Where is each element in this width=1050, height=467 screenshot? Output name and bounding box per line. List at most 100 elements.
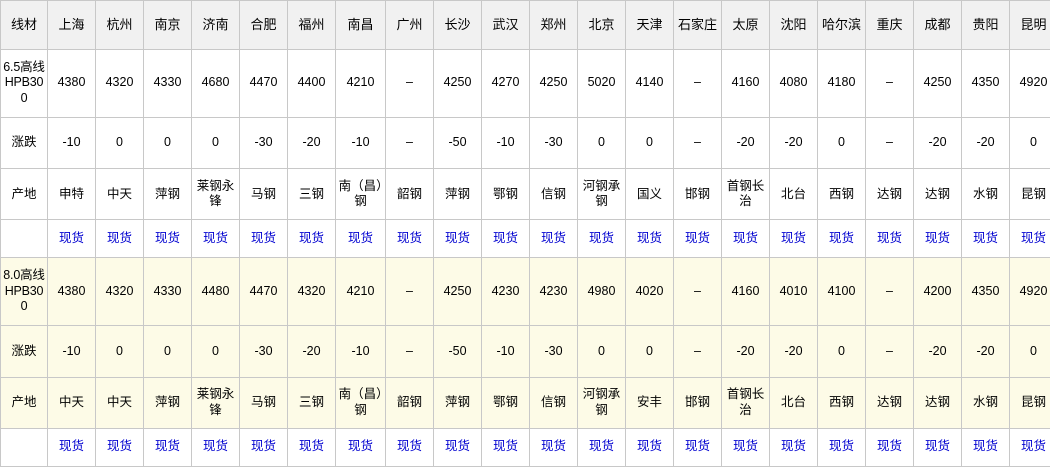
change-cell: -50 <box>434 325 482 377</box>
spot-cell: 现货 <box>288 220 336 258</box>
origin-cell: 河钢承钢 <box>578 169 626 220</box>
spot-label-cell <box>1 428 48 466</box>
price-cell: – <box>386 258 434 326</box>
header-cell-city: 长沙 <box>434 1 482 50</box>
spot-cell: 现货 <box>962 428 1010 466</box>
header-cell-city: 贵阳 <box>962 1 1010 50</box>
origin-cell: 昆钢 <box>1010 169 1050 220</box>
change-label-cell: 涨跌 <box>1 325 48 377</box>
change-cell: – <box>866 117 914 169</box>
price-cell: 4230 <box>482 258 530 326</box>
spot-cell: 现货 <box>336 428 386 466</box>
price-cell: 4160 <box>722 258 770 326</box>
price-cell: 4160 <box>722 50 770 118</box>
price-cell: 4250 <box>434 50 482 118</box>
price-cell: 4680 <box>192 50 240 118</box>
change-cell: -20 <box>770 325 818 377</box>
spot-cell: 现货 <box>96 428 144 466</box>
origin-cell: 水钢 <box>962 169 1010 220</box>
origin-cell: 莱钢永锋 <box>192 169 240 220</box>
change-cell: -20 <box>770 117 818 169</box>
change-cell: – <box>674 325 722 377</box>
price-cell: 4230 <box>530 258 578 326</box>
origin-cell: 申特 <box>48 169 96 220</box>
spot-cell: 现货 <box>386 220 434 258</box>
change-cell: -30 <box>240 325 288 377</box>
price-cell: 4330 <box>144 258 192 326</box>
change-cell: 0 <box>626 117 674 169</box>
price-cell: 4480 <box>192 258 240 326</box>
origin-row-1: 产地中天中天萍钢莱钢永锋马钢三钢南（昌）钢韶钢萍钢鄂钢信钢河钢承钢安丰邯钢首钢长… <box>1 377 1050 428</box>
spot-cell: 现货 <box>578 220 626 258</box>
origin-cell: 南（昌）钢 <box>336 169 386 220</box>
price-cell: 4350 <box>962 50 1010 118</box>
change-cell: -20 <box>288 117 336 169</box>
change-cell: 0 <box>818 117 866 169</box>
spot-cell: 现货 <box>48 428 96 466</box>
price-cell: 4380 <box>48 50 96 118</box>
product-label-cell: 6.5高线HPB300 <box>1 50 48 118</box>
price-cell: 4320 <box>288 258 336 326</box>
spot-cell: 现货 <box>434 428 482 466</box>
origin-cell: 马钢 <box>240 169 288 220</box>
change-cell: -30 <box>240 117 288 169</box>
change-cell: -10 <box>48 325 96 377</box>
origin-label-cell: 产地 <box>1 377 48 428</box>
spot-cell: 现货 <box>1010 220 1050 258</box>
header-cell-row-label: 线材 <box>1 1 48 50</box>
spot-cell: 现货 <box>530 220 578 258</box>
origin-cell: 首钢长治 <box>722 169 770 220</box>
spot-cell: 现货 <box>144 428 192 466</box>
change-cell: -20 <box>914 117 962 169</box>
spot-cell: 现货 <box>770 220 818 258</box>
spot-cell: 现货 <box>674 428 722 466</box>
origin-cell: 三钢 <box>288 377 336 428</box>
change-cell: -10 <box>482 117 530 169</box>
change-cell: -10 <box>336 117 386 169</box>
change-cell: -20 <box>962 325 1010 377</box>
spot-row-0: 现货现货现货现货现货现货现货现货现货现货现货现货现货现货现货现货现货现货现货现货… <box>1 220 1050 258</box>
origin-cell: 北台 <box>770 377 818 428</box>
origin-cell: 安丰 <box>626 377 674 428</box>
spot-cell: 现货 <box>96 220 144 258</box>
header-cell-city: 重庆 <box>866 1 914 50</box>
change-cell: 0 <box>1010 325 1050 377</box>
price-cell: 4210 <box>336 258 386 326</box>
price-cell: 4320 <box>96 50 144 118</box>
spot-cell: 现货 <box>626 220 674 258</box>
origin-cell: 鄂钢 <box>482 377 530 428</box>
spot-cell: 现货 <box>192 220 240 258</box>
origin-cell: 中天 <box>48 377 96 428</box>
header-cell-city: 太原 <box>722 1 770 50</box>
origin-cell: 南（昌）钢 <box>336 377 386 428</box>
origin-cell: 河钢承钢 <box>578 377 626 428</box>
change-cell: 0 <box>96 325 144 377</box>
price-cell: 4200 <box>914 258 962 326</box>
spot-cell: 现货 <box>240 220 288 258</box>
change-cell: -20 <box>962 117 1010 169</box>
spot-label-cell <box>1 220 48 258</box>
price-cell: 4250 <box>914 50 962 118</box>
price-cell: 4470 <box>240 258 288 326</box>
price-cell: 4010 <box>770 258 818 326</box>
change-cell: – <box>386 325 434 377</box>
price-cell: – <box>674 258 722 326</box>
column-header-row: 线材上海杭州南京济南合肥福州南昌广州长沙武汉郑州北京天津石家庄太原沈阳哈尔滨重庆… <box>1 1 1050 50</box>
origin-cell: 莱钢永锋 <box>192 377 240 428</box>
price-cell: 4180 <box>818 50 866 118</box>
origin-cell: 马钢 <box>240 377 288 428</box>
product-label-cell: 8.0高线HPB300 <box>1 258 48 326</box>
origin-cell: 萍钢 <box>434 169 482 220</box>
spot-cell: 现货 <box>578 428 626 466</box>
change-cell: -30 <box>530 117 578 169</box>
price-cell: 4350 <box>962 258 1010 326</box>
origin-cell: 水钢 <box>962 377 1010 428</box>
price-cell: – <box>866 258 914 326</box>
change-cell: 0 <box>96 117 144 169</box>
change-cell: – <box>866 325 914 377</box>
